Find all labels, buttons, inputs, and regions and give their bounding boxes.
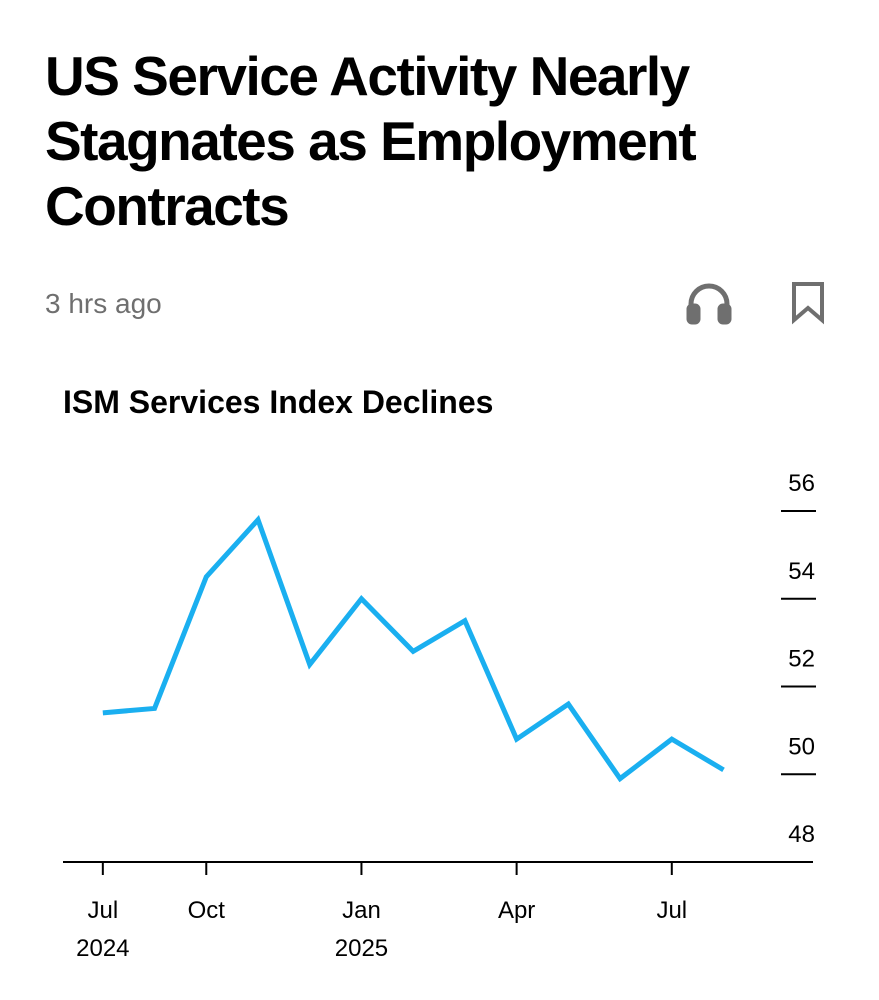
y-tick-label: 52	[788, 646, 815, 673]
bookmark-button[interactable]	[792, 282, 824, 325]
chart-title: ISM Services Index Declines	[63, 384, 493, 420]
y-tick-label: 48	[788, 821, 815, 848]
x-tick-label: Oct	[188, 897, 226, 924]
line-series	[102, 515, 725, 783]
y-tick-label: 56	[788, 470, 815, 497]
headline: US Service Activity Nearly Stagnates as …	[45, 45, 697, 237]
listen-button[interactable]	[686, 283, 732, 325]
x-tick-label: Jul	[656, 897, 687, 924]
x-tick-label: Jan	[342, 897, 381, 924]
timestamp: 3 hrs ago	[45, 288, 162, 319]
x-tick-label: Jul	[87, 897, 118, 924]
x-tick-year: 2024	[76, 935, 129, 962]
x-tick-label: Apr	[498, 897, 535, 924]
icons	[686, 282, 824, 325]
y-tick-label: 54	[788, 558, 815, 585]
x-tick-year: 2025	[335, 935, 388, 962]
y-tick-label: 50	[788, 733, 815, 760]
